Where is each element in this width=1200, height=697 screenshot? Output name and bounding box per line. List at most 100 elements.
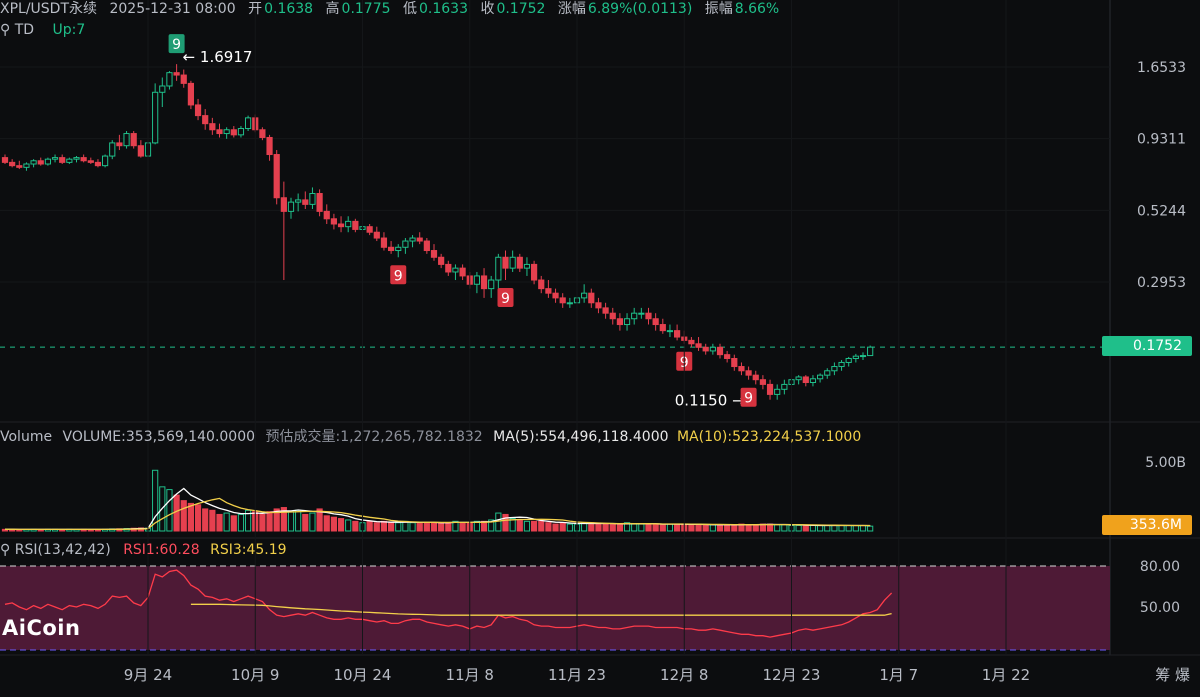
volume-ma10-line <box>5 497 871 531</box>
volume-bar <box>280 507 287 532</box>
volume-value: VOLUME:353,569,140.0000 <box>62 429 256 445</box>
candle <box>116 134 123 151</box>
volume-bar <box>695 523 702 532</box>
candle <box>316 189 323 217</box>
volume-bar <box>273 508 280 532</box>
volume-bar <box>395 522 402 532</box>
candle-body <box>695 343 702 348</box>
candle-body <box>738 366 745 372</box>
candle-body <box>495 256 502 281</box>
volume-ma5: MA(5):554,496,118.4000 <box>493 429 669 445</box>
candle <box>402 238 409 254</box>
volume-bar <box>409 522 416 532</box>
volume-bar <box>430 522 438 532</box>
candle-body <box>666 330 674 333</box>
candle <box>674 324 681 341</box>
candle <box>695 337 702 351</box>
volume-bar <box>330 516 337 532</box>
candle <box>380 232 388 251</box>
candle <box>345 216 352 233</box>
candle-body <box>631 312 638 320</box>
rsi3-value: RSI3:45.19 <box>210 542 287 558</box>
volume-bar <box>438 522 445 532</box>
candle <box>16 160 23 170</box>
candle-body <box>688 339 695 345</box>
candle-body <box>638 312 645 315</box>
volume-bar <box>709 524 716 532</box>
low-value: 0.1633 <box>419 1 468 17</box>
candle <box>859 352 867 361</box>
candle <box>588 288 595 308</box>
volume-bar <box>595 523 602 532</box>
change-value: 6.89%(0.0113) <box>587 1 693 17</box>
volume-bar <box>609 523 616 532</box>
amplitude-label: 振幅 <box>704 1 733 17</box>
candle-body <box>44 158 51 165</box>
candle-body <box>831 366 838 372</box>
candle <box>423 238 430 254</box>
candle <box>216 123 223 138</box>
candle <box>516 253 523 272</box>
volume-bar <box>831 524 838 532</box>
symbol[interactable]: XPL/USDT永续 <box>0 1 98 17</box>
candle <box>488 275 495 298</box>
high-label: 高 <box>325 1 340 17</box>
candle-body <box>523 263 531 269</box>
candle-body <box>402 240 409 248</box>
candle-body <box>237 128 245 136</box>
candle <box>752 370 759 385</box>
candle-body <box>459 267 466 277</box>
volume-bar <box>302 513 309 532</box>
candle-body <box>859 355 867 358</box>
td-indicator-header[interactable]: ⚲ TD Up:7 <box>0 22 85 38</box>
price-axis-tick: 1.6533 <box>1137 60 1186 76</box>
x-axis-tick: 12月 23 <box>763 666 821 684</box>
candle-body <box>838 361 845 368</box>
candle <box>237 126 245 138</box>
volume-bar <box>752 524 759 532</box>
td-up-count: Up:7 <box>52 22 86 38</box>
candle <box>438 253 445 269</box>
candle <box>194 98 202 121</box>
candle-body <box>588 292 595 304</box>
volume-bar <box>445 522 452 532</box>
candle-body <box>480 275 488 290</box>
volume-bar <box>531 520 538 532</box>
volume-bar <box>809 524 817 532</box>
volume-ma5-line <box>5 487 871 531</box>
candle-body <box>80 157 87 162</box>
volume-bar <box>623 522 631 532</box>
search-icon[interactable]: ⚲ <box>0 22 11 38</box>
candle-body <box>373 231 380 239</box>
volume-bar <box>202 508 209 532</box>
candle <box>817 373 824 383</box>
candle <box>523 257 531 276</box>
candle-body <box>380 237 388 248</box>
candle-body <box>545 288 552 294</box>
candle <box>831 362 838 376</box>
candle-body <box>623 318 631 326</box>
candle <box>80 154 87 163</box>
candle <box>137 140 144 158</box>
volume-label[interactable]: Volume <box>0 429 53 445</box>
candle-body <box>66 158 73 163</box>
td-marker-box <box>497 288 514 308</box>
search-icon[interactable]: ⚲ <box>0 542 11 558</box>
rsi-header[interactable]: ⚲ RSI(13,42,42) RSI1:60.28 RSI3:45.19 <box>0 542 287 558</box>
td-marker-label: 9 <box>501 291 510 307</box>
volume-bar <box>459 522 466 532</box>
volume-bar <box>645 523 652 532</box>
volume-bar <box>659 523 666 532</box>
volume-bar <box>423 522 430 532</box>
candle-body <box>23 163 30 168</box>
candle-body <box>180 74 187 84</box>
candle <box>609 307 616 325</box>
candle-body <box>152 91 159 144</box>
volume-bar <box>323 515 330 532</box>
candle <box>766 379 774 400</box>
candle-body <box>51 157 59 160</box>
volume-bar <box>237 513 245 532</box>
candle <box>688 337 695 348</box>
datetime: 2025-12-31 08:00 <box>109 1 236 17</box>
